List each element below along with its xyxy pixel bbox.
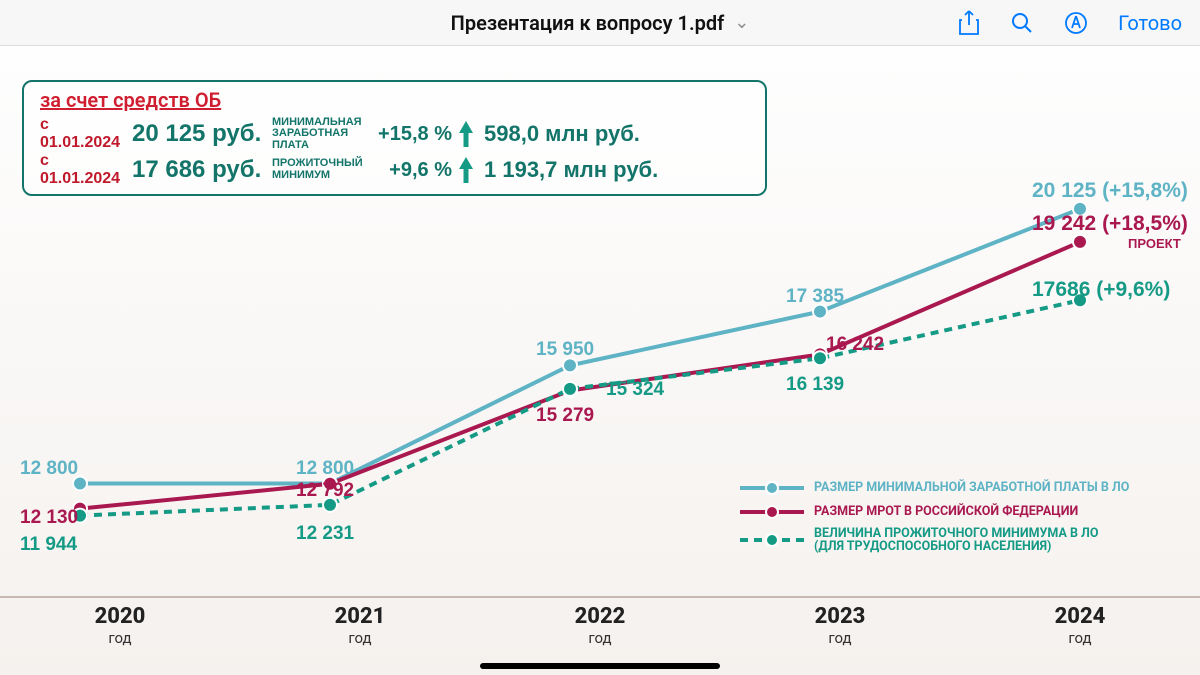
end-label: 19 242 (+18,5%) [1032, 212, 1188, 236]
legend-item: РАЗМЕР МИНИМАЛЬНОЙ ЗАРАБОТНОЙ ПЛАТЫ В ЛО [740, 479, 1170, 497]
point-label: 17 385 [786, 286, 844, 308]
home-indicator [480, 663, 720, 669]
axis-tick: 2022год [480, 598, 720, 647]
legend-text: ВЕЛИЧИНА ПРОЖИТОЧНОГО МИНИМУМА В ЛО (ДЛЯ… [814, 527, 1099, 555]
axis-tick: 2024год [960, 598, 1200, 647]
axis-tick: 2023год [720, 598, 960, 647]
series-point [563, 382, 577, 396]
legend-text: РАЗМЕР МРОТ В РОССИЙСКОЙ ФЕДЕРАЦИИ [814, 505, 1078, 519]
point-label: 12 792 [296, 480, 354, 502]
axis-year: 2024 [960, 604, 1200, 629]
toolbar-actions: Готово [958, 10, 1182, 36]
axis-sub: год [0, 629, 240, 647]
axis-year: 2023 [720, 604, 960, 629]
presentation-slide: за счет средств ОБ с 01.01.202420 125 ру… [0, 46, 1200, 675]
share-icon[interactable] [958, 10, 980, 36]
markup-icon[interactable] [1064, 11, 1088, 35]
legend-swatch [740, 503, 804, 521]
x-axis: 2020год2021год2022год2023год2024год [0, 596, 1200, 647]
search-icon[interactable] [1010, 11, 1034, 35]
series-line-mrot_rf [80, 242, 1080, 509]
axis-year: 2022 [480, 604, 720, 629]
chart-legend: РАЗМЕР МИНИМАЛЬНОЙ ЗАРАБОТНОЙ ПЛАТЫ В ЛО… [740, 479, 1170, 561]
end-label: 17686 (+9,6%) [1032, 278, 1170, 302]
axis-tick: 2020год [0, 598, 240, 647]
point-label: 12 231 [296, 523, 354, 545]
axis-sub: год [240, 629, 480, 647]
legend-item: РАЗМЕР МРОТ В РОССИЙСКОЙ ФЕДЕРАЦИИ [740, 503, 1170, 521]
end-label: 20 125 (+15,8%) [1032, 179, 1188, 203]
point-label: 16 242 [826, 334, 884, 356]
point-label: 15 324 [606, 379, 664, 401]
point-label: 15 279 [536, 405, 594, 427]
point-label: 12 800 [296, 458, 354, 480]
pdf-toolbar: Презентация к вопросу 1.pdf ⌄ Готово [0, 0, 1200, 46]
axis-sub: год [960, 629, 1200, 647]
document-title: Презентация к вопросу 1.pdf [451, 11, 725, 35]
end-sublabel: ПРОЕКТ [1128, 236, 1181, 251]
title-chevron-icon[interactable]: ⌄ [734, 12, 749, 33]
point-label: 11 944 [20, 534, 77, 556]
legend-swatch [740, 531, 804, 549]
point-label: 12 130 [20, 507, 78, 529]
legend-item: ВЕЛИЧИНА ПРОЖИТОЧНОГО МИНИМУМА В ЛО (ДЛЯ… [740, 527, 1170, 555]
axis-sub: год [720, 629, 960, 647]
axis-tick: 2021год [240, 598, 480, 647]
point-label: 12 800 [20, 458, 78, 480]
legend-text: РАЗМЕР МИНИМАЛЬНОЙ ЗАРАБОТНОЙ ПЛАТЫ В ЛО [814, 481, 1129, 495]
axis-sub: год [480, 629, 720, 647]
point-label: 16 139 [786, 374, 844, 396]
axis-year: 2021 [240, 604, 480, 629]
series-point [813, 351, 827, 365]
point-label: 15 950 [536, 339, 594, 361]
done-button[interactable]: Готово [1118, 11, 1182, 35]
axis-year: 2020 [0, 604, 240, 629]
series-point [1073, 235, 1087, 249]
legend-swatch [740, 479, 804, 497]
